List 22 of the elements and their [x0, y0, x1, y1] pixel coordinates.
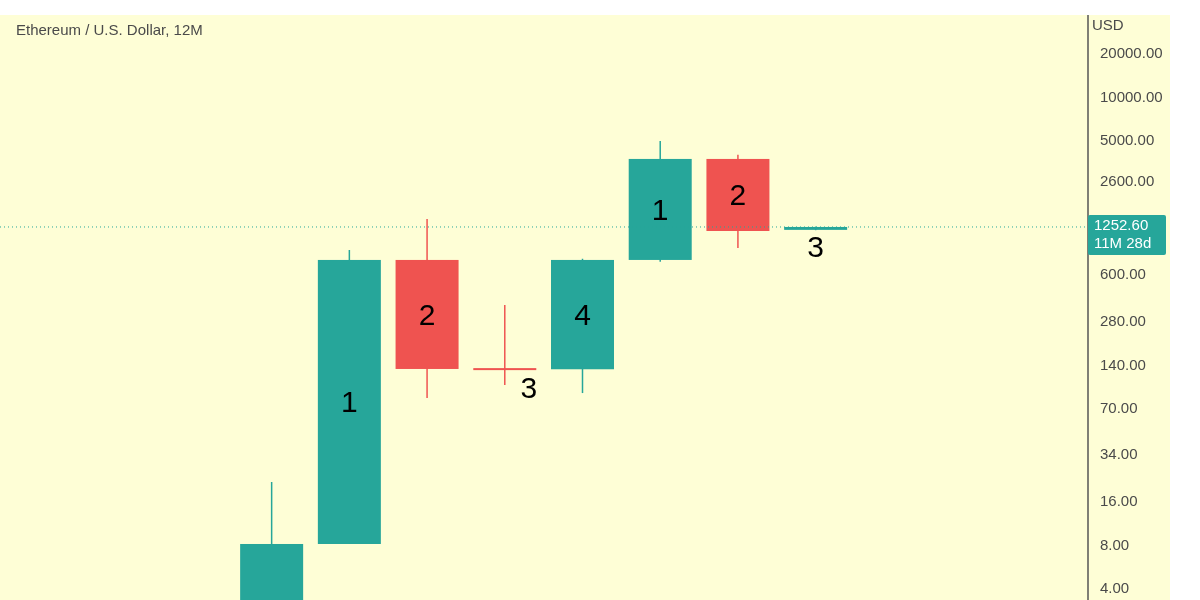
chart-title: Ethereum / U.S. Dollar, 12M [16, 21, 203, 38]
y-tick-label: 20000.00 [1100, 44, 1163, 62]
y-tick-label: 34.00 [1100, 444, 1138, 462]
y-tick-label: 8.00 [1100, 535, 1130, 553]
text: 4 [574, 298, 591, 332]
text: 3 [807, 230, 824, 264]
y-tick-label: 16.00 [1100, 492, 1138, 510]
y-tick-label: 4.00 [1100, 579, 1130, 597]
y-tick-label: 5000.00 [1100, 131, 1155, 149]
y-tick-label: 2600.00 [1100, 172, 1155, 190]
y-tick-label: 70.00 [1100, 399, 1138, 417]
text: 3 [520, 371, 538, 405]
y-tick-label: 10000.00 [1100, 87, 1163, 105]
y-tick-label: 280.00 [1100, 312, 1146, 330]
text: 2 [418, 297, 436, 331]
ref-line-label: 1252.60 11M 28d [1094, 215, 1152, 251]
y-axis-title: USD [1092, 16, 1124, 33]
y-tick-label: 600.00 [1100, 264, 1146, 282]
y-tick-label: 140.00 [1100, 355, 1146, 373]
text: 1 [341, 385, 358, 419]
text: 2 [729, 178, 747, 212]
text: 1 [651, 192, 669, 226]
